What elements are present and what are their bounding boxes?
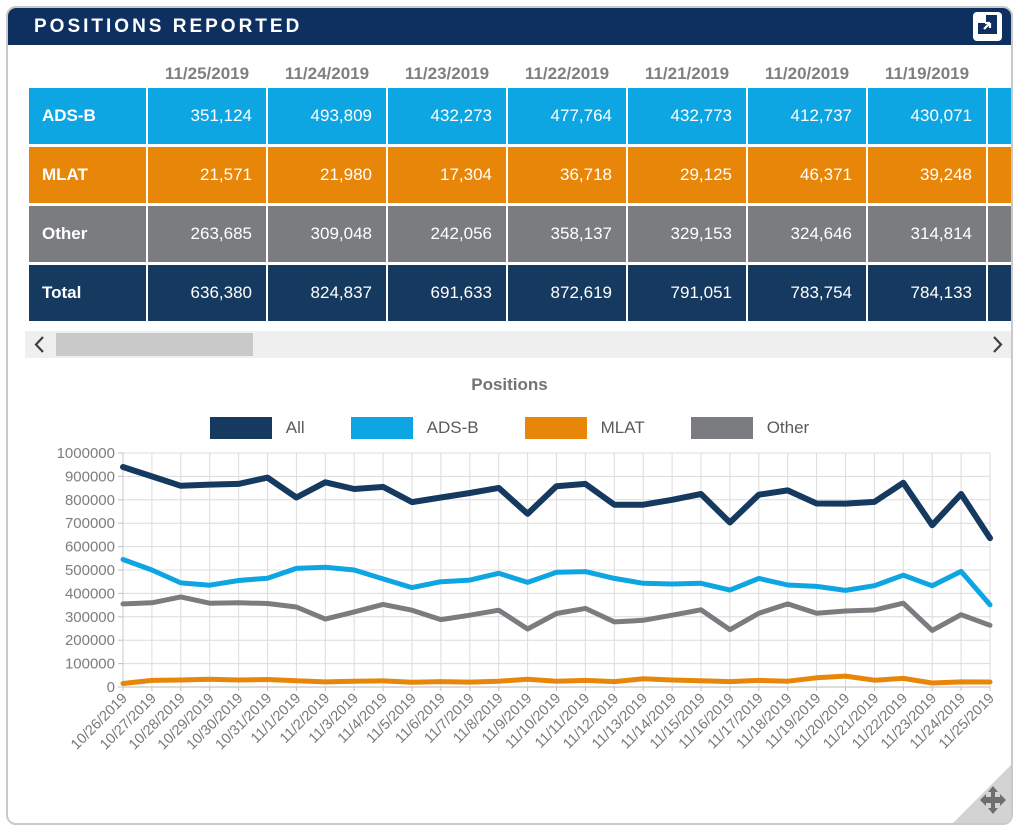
legend-item-all[interactable]: All [209,417,305,439]
table-value-cell: 351,124 [148,88,266,144]
table-value-cell: 824,837 [268,265,386,321]
legend-item-ads-b[interactable]: ADS-B [350,417,479,439]
table-row: Other 263,685 309,048 242,056 358,137 329,153… [29,206,1011,262]
popout-icon [977,14,998,40]
table-value-cell: 309,048 [268,206,386,262]
y-axis-tick-label: 300000 [65,609,115,626]
y-axis-tick-label: 400000 [65,585,115,602]
table-value-cell: 432,773 [628,88,746,144]
table-value-cell: 477,764 [508,88,626,144]
positions-line-chart: 0 100000 200000 300000 400000 500000 600000 700… [57,445,998,753]
scrollbar-thumb[interactable] [56,333,253,356]
series-line-ads-b [120,557,993,608]
legend-label: Other [766,418,810,437]
table-row: ADS-B 351,124 493,809 432,273 477,764 432,773… [29,88,1011,144]
table-value-cell: 432,273 [388,88,506,144]
table-value-cell: 430,071 [868,88,986,144]
table-value-cell: 314,814 [868,206,986,262]
legend-swatch [209,417,272,439]
legend-item-mlat[interactable]: MLAT [524,417,645,439]
series-line-mlat [120,673,993,686]
legend-swatch [350,417,413,439]
table-value-cell: 21,980 [268,147,386,203]
y-axis-tick-label: 200000 [65,632,115,649]
legend-label: MLAT [600,418,645,437]
table-value-cell: 636,380 [148,265,266,321]
y-axis-tick-label: 0 [107,679,115,696]
positions-table: 11/25/2019 11/24/2019 11/23/2019 11/22/2019… [29,62,1011,321]
table-value-cell: 412,737 [748,88,866,144]
table-value-cell: 29,125 [628,147,746,203]
y-axis-tick-label: 500000 [65,562,115,579]
table-date-header-row: 11/25/2019 11/24/2019 11/23/2019 11/22/2019… [29,62,1011,86]
clipped-column-cell [988,206,1011,262]
date-column-header: 11/24/2019 [284,64,370,83]
row-label: ADS-B [29,88,146,144]
table-value-cell: 46,371 [748,147,866,203]
y-axis-tick-label: 100000 [65,656,115,673]
table-value-cell: 242,056 [388,206,506,262]
table-horizontal-scrollbar[interactable] [25,331,1011,358]
table-value-cell: 39,248 [868,147,986,203]
date-column-header: 11/25/2019 [164,64,250,83]
legend-swatch [690,417,753,439]
clipped-column-cell [988,88,1011,144]
clipped-column-cell [988,147,1011,203]
table-value-cell: 329,153 [628,206,746,262]
y-axis-tick-label: 700000 [65,515,115,532]
series-line-other [120,594,993,633]
date-column-header: 11/21/2019 [644,64,730,83]
row-label: Total [29,265,146,321]
date-column-header: 11/23/2019 [404,64,490,83]
row-label: Other [29,206,146,262]
table-value-cell: 493,809 [268,88,386,144]
row-label: MLAT [29,147,146,203]
chart-title: Positions [471,375,548,394]
chevron-left-icon[interactable] [31,333,47,356]
table-value-cell: 791,051 [628,265,746,321]
date-column-header: 11/19/2019 [884,64,970,83]
popout-button[interactable] [973,12,1002,41]
legend-swatch [524,417,587,439]
table-value-cell: 358,137 [508,206,626,262]
date-column-header: 11/20/2019 [764,64,850,83]
chevron-right-icon[interactable] [989,333,1005,356]
table-row: Total 636,380 824,837 691,633 872,619 791,051… [29,265,1011,321]
legend-label: All [285,418,305,437]
panel-title: POSITIONS REPORTED [34,16,303,37]
y-axis-tick-label: 800000 [65,492,115,509]
table-corner-cell [29,84,146,86]
y-axis-tick-label: 1000000 [57,445,115,462]
table-value-cell: 691,633 [388,265,506,321]
y-axis-tick-label: 900000 [65,468,115,485]
table-value-cell: 36,718 [508,147,626,203]
legend-item-other[interactable]: Other [690,417,810,439]
table-value-cell: 783,754 [748,265,866,321]
clipped-column-cell [988,265,1011,321]
table-value-cell: 784,133 [868,265,986,321]
table-row: MLAT 21,571 21,980 17,304 36,718 29,125 46,371… [29,147,1011,203]
resize-handle[interactable] [953,765,1011,823]
table-value-cell: 21,571 [148,147,266,203]
legend-label: ADS-B [426,418,479,437]
chart-legend: All ADS-B MLAT Other [8,416,1011,440]
table-value-cell: 17,304 [388,147,506,203]
series-line-all [120,464,993,542]
table-value-cell: 872,619 [508,265,626,321]
positions-reported-panel: POSITIONS REPORTED 11/25/2019 11/24/2019 1… [6,6,1013,825]
panel-titlebar: POSITIONS REPORTED [8,8,1011,45]
table-value-cell: 263,685 [148,206,266,262]
date-column-header: 11/22/2019 [524,64,610,83]
y-axis-tick-label: 600000 [65,539,115,556]
table-value-cell: 324,646 [748,206,866,262]
move-icon[interactable] [978,785,1008,820]
